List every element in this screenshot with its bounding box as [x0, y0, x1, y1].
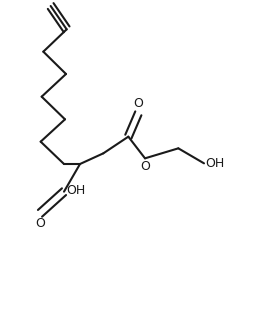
Text: OH: OH: [205, 157, 224, 170]
Text: O: O: [140, 160, 150, 173]
Text: O: O: [35, 217, 45, 230]
Text: OH: OH: [67, 184, 86, 196]
Text: O: O: [133, 97, 143, 110]
